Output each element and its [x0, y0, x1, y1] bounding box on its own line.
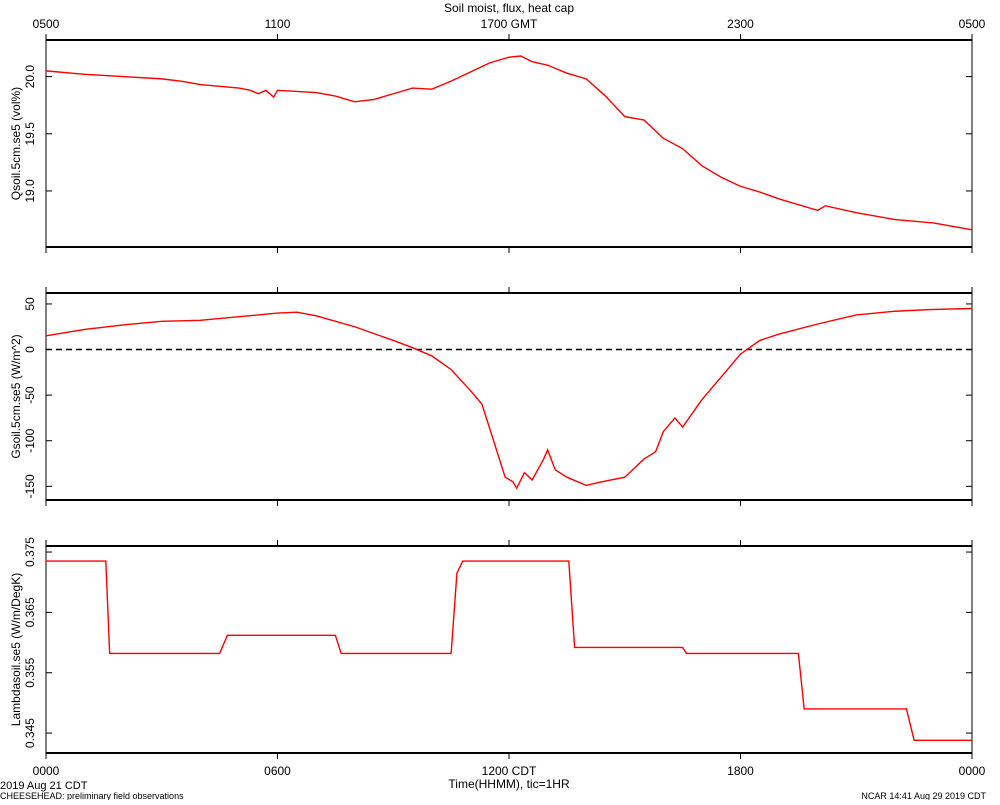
y-tick-label: 19.0 — [23, 179, 37, 203]
footer-project: CHEESEHEAD: preliminary field observatio… — [0, 791, 184, 800]
y-tick-label: 0.365 — [23, 597, 37, 627]
y-tick-label: 0.375 — [23, 537, 37, 567]
y-axis-label: Gsoil.5cm.se5 (W/m^2) — [9, 334, 23, 458]
top-x-tick-label: 0500 — [33, 17, 60, 31]
data-line — [45, 55, 973, 231]
y-tick-label: 0.355 — [23, 657, 37, 687]
top-x-tick-label: 1100 — [265, 17, 291, 31]
x-tick-label: 0600 — [264, 764, 291, 778]
y-axis-label: Lambdasoil.se5 (W/m/DegK) — [9, 573, 23, 726]
x-tick-label: 0000 — [959, 764, 986, 778]
top-x-tick-label: 0500 — [959, 17, 986, 31]
x-tick-label: 1800 — [727, 764, 754, 778]
data-line — [46, 560, 972, 742]
x-axis-label: Time(HHMM), tic=1HR — [448, 777, 570, 791]
chart-title: Soil moist, flux, heat cap — [444, 1, 574, 15]
footer-date: 2019 Aug 21 CDT — [0, 780, 88, 792]
y-tick-label: 0 — [23, 346, 37, 353]
y-tick-label: 0.345 — [23, 718, 37, 748]
y-axis-label: Qsoil.5cm.se5 (vol%) — [9, 87, 23, 200]
x-tick-label: 0000 — [33, 764, 60, 778]
data-line — [45, 307, 973, 490]
top-x-tick-label: 1700 GMT — [481, 17, 538, 31]
y-tick-label: 50 — [23, 297, 37, 311]
x-tick-label: 1200 CDT — [482, 764, 537, 778]
y-tick-label: 19.5 — [23, 122, 37, 146]
y-tick-label: -100 — [23, 428, 37, 452]
footer-credit: NCAR 14:41 Aug 29 2019 CDT — [861, 791, 986, 800]
y-tick-label: -150 — [23, 474, 37, 498]
y-tick-label: 20.0 — [23, 65, 37, 89]
top-x-tick-label: 2300 — [727, 17, 754, 31]
y-tick-label: -50 — [23, 386, 37, 404]
